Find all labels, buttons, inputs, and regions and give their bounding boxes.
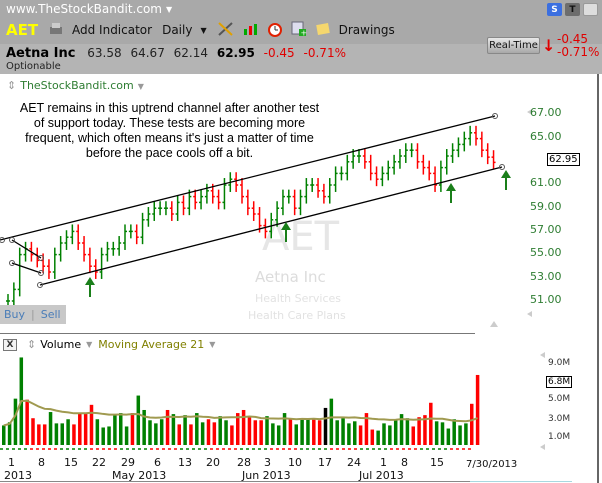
notes-icon[interactable] (315, 22, 331, 39)
share-menu-button[interactable]: S (547, 3, 562, 16)
real-time-button[interactable]: Real-Time (487, 37, 540, 54)
interval-dropdown[interactable]: Daily ▼ (162, 23, 207, 37)
chart-area[interactable] (0, 74, 602, 483)
chart-type-icon[interactable] (243, 22, 259, 39)
drawings-button[interactable]: Drawings (338, 23, 395, 37)
high-price: 64.67 (130, 46, 165, 60)
background-company-name: Aetna Inc (255, 268, 326, 286)
buy-sell-panel: Buy | Sell (0, 305, 66, 324)
volume-label[interactable]: Volume (40, 338, 82, 351)
tools-icon[interactable] (217, 21, 235, 40)
calendar-add-icon[interactable]: + (291, 21, 307, 40)
volume-pane-header: X ⇕ Volume ▼ Moving Average 21 ▼ (3, 338, 221, 351)
chart-annotation-text: AET remains in this uptrend channel afte… (19, 101, 320, 160)
background-sector: Health Services (255, 292, 342, 305)
svg-text:+: + (300, 28, 307, 37)
chevron-down-icon: ▼ (200, 25, 207, 35)
chart-right-border (597, 74, 599, 483)
pane-divider[interactable] (0, 333, 475, 334)
sell-button[interactable]: Sell (40, 308, 61, 321)
price-change-pct: -0.71% (303, 46, 346, 60)
low-price: 62.14 (173, 46, 209, 60)
last-price: 62.95 (216, 46, 255, 60)
cursor-date: 7/30/2013 (466, 459, 518, 470)
chevron-down-icon: ▼ (137, 82, 144, 91)
chevron-down-icon[interactable]: ▼ (86, 340, 93, 349)
source-label[interactable]: ⇕ TheStockBandit.com ▼ (7, 79, 144, 92)
buy-button[interactable]: Buy (4, 308, 26, 321)
moving-average-label[interactable]: Moving Average 21 (98, 338, 205, 351)
chevron-down-icon: ▼ (165, 5, 173, 14)
site-title: www.TheStockBandit.com (6, 2, 162, 16)
drag-handle-icon[interactable]: ⇕ (7, 79, 17, 92)
drag-handle-icon[interactable]: ⇕ (27, 338, 37, 351)
down-arrow-icon: ↓ (542, 36, 556, 55)
site-menu[interactable]: www.TheStockBandit.com ▼ (6, 2, 172, 16)
chevron-down-icon[interactable]: ▼ (209, 340, 216, 349)
price-change: -0.45 (263, 46, 295, 60)
realtime-change: -0.45 -0.71% (557, 32, 600, 59)
optionable-label: Optionable (6, 61, 61, 72)
last-price-marker: 62.95 (547, 153, 580, 166)
window-icon[interactable] (583, 3, 598, 16)
symbol-input[interactable]: AET (6, 21, 39, 39)
quote-bar: Aetna Inc 63.58 64.67 62.14 62.95 -0.45 … (0, 44, 602, 74)
company-name: Aetna Inc (6, 46, 76, 61)
open-price: 63.58 (87, 46, 122, 60)
top-toolbar: www.TheStockBandit.com ▼ S T AET Add Indi… (0, 0, 602, 44)
background-industry: Health Care Plans (248, 309, 346, 322)
close-pane-button[interactable]: X (3, 338, 17, 351)
add-indicator-button[interactable]: Add Indicator (48, 22, 152, 39)
alarm-clock-icon[interactable] (267, 21, 283, 40)
background-symbol: AET (262, 214, 340, 260)
text-menu-button[interactable]: T (565, 3, 580, 16)
printer-icon (48, 22, 64, 39)
last-volume-marker: 6.8M (546, 376, 573, 388)
